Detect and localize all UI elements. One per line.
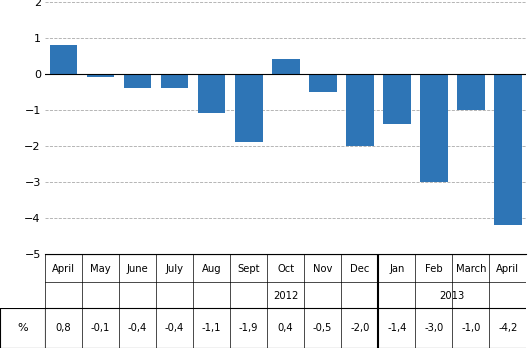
Text: -0,5: -0,5 — [313, 323, 332, 333]
Text: July: July — [166, 264, 184, 274]
Bar — [420, 74, 448, 182]
Bar — [346, 74, 373, 146]
Text: Feb: Feb — [425, 264, 443, 274]
Bar — [309, 74, 336, 92]
Text: Sept: Sept — [238, 264, 260, 274]
Text: -0,1: -0,1 — [91, 323, 110, 333]
Text: -0,4: -0,4 — [165, 323, 184, 333]
Bar — [50, 45, 77, 74]
Text: -2,0: -2,0 — [350, 323, 369, 333]
Text: 0,8: 0,8 — [56, 323, 71, 333]
Bar — [235, 74, 262, 142]
Text: -1,0: -1,0 — [461, 323, 480, 333]
Text: 0,4: 0,4 — [278, 323, 294, 333]
Text: May: May — [90, 264, 111, 274]
Bar — [457, 74, 485, 110]
Text: Oct: Oct — [277, 264, 294, 274]
Text: April: April — [496, 264, 519, 274]
Text: -1,9: -1,9 — [239, 323, 258, 333]
Bar — [124, 74, 151, 88]
Text: 2013: 2013 — [440, 291, 465, 301]
Text: -0,4: -0,4 — [128, 323, 147, 333]
Bar — [87, 74, 114, 78]
Text: -3,0: -3,0 — [424, 323, 443, 333]
Text: Dec: Dec — [350, 264, 369, 274]
Text: 2012: 2012 — [273, 291, 298, 301]
Bar — [161, 74, 188, 88]
Text: Nov: Nov — [313, 264, 332, 274]
Bar — [198, 74, 225, 113]
Text: March: March — [455, 264, 486, 274]
Text: June: June — [126, 264, 149, 274]
Bar — [494, 74, 522, 225]
Text: -1,4: -1,4 — [387, 323, 406, 333]
Text: -4,2: -4,2 — [498, 323, 517, 333]
Text: %: % — [17, 323, 28, 333]
Text: April: April — [52, 264, 75, 274]
Text: Jan: Jan — [389, 264, 405, 274]
Bar — [383, 74, 411, 124]
Bar — [272, 60, 299, 74]
Text: -1,1: -1,1 — [202, 323, 221, 333]
Text: Aug: Aug — [202, 264, 222, 274]
